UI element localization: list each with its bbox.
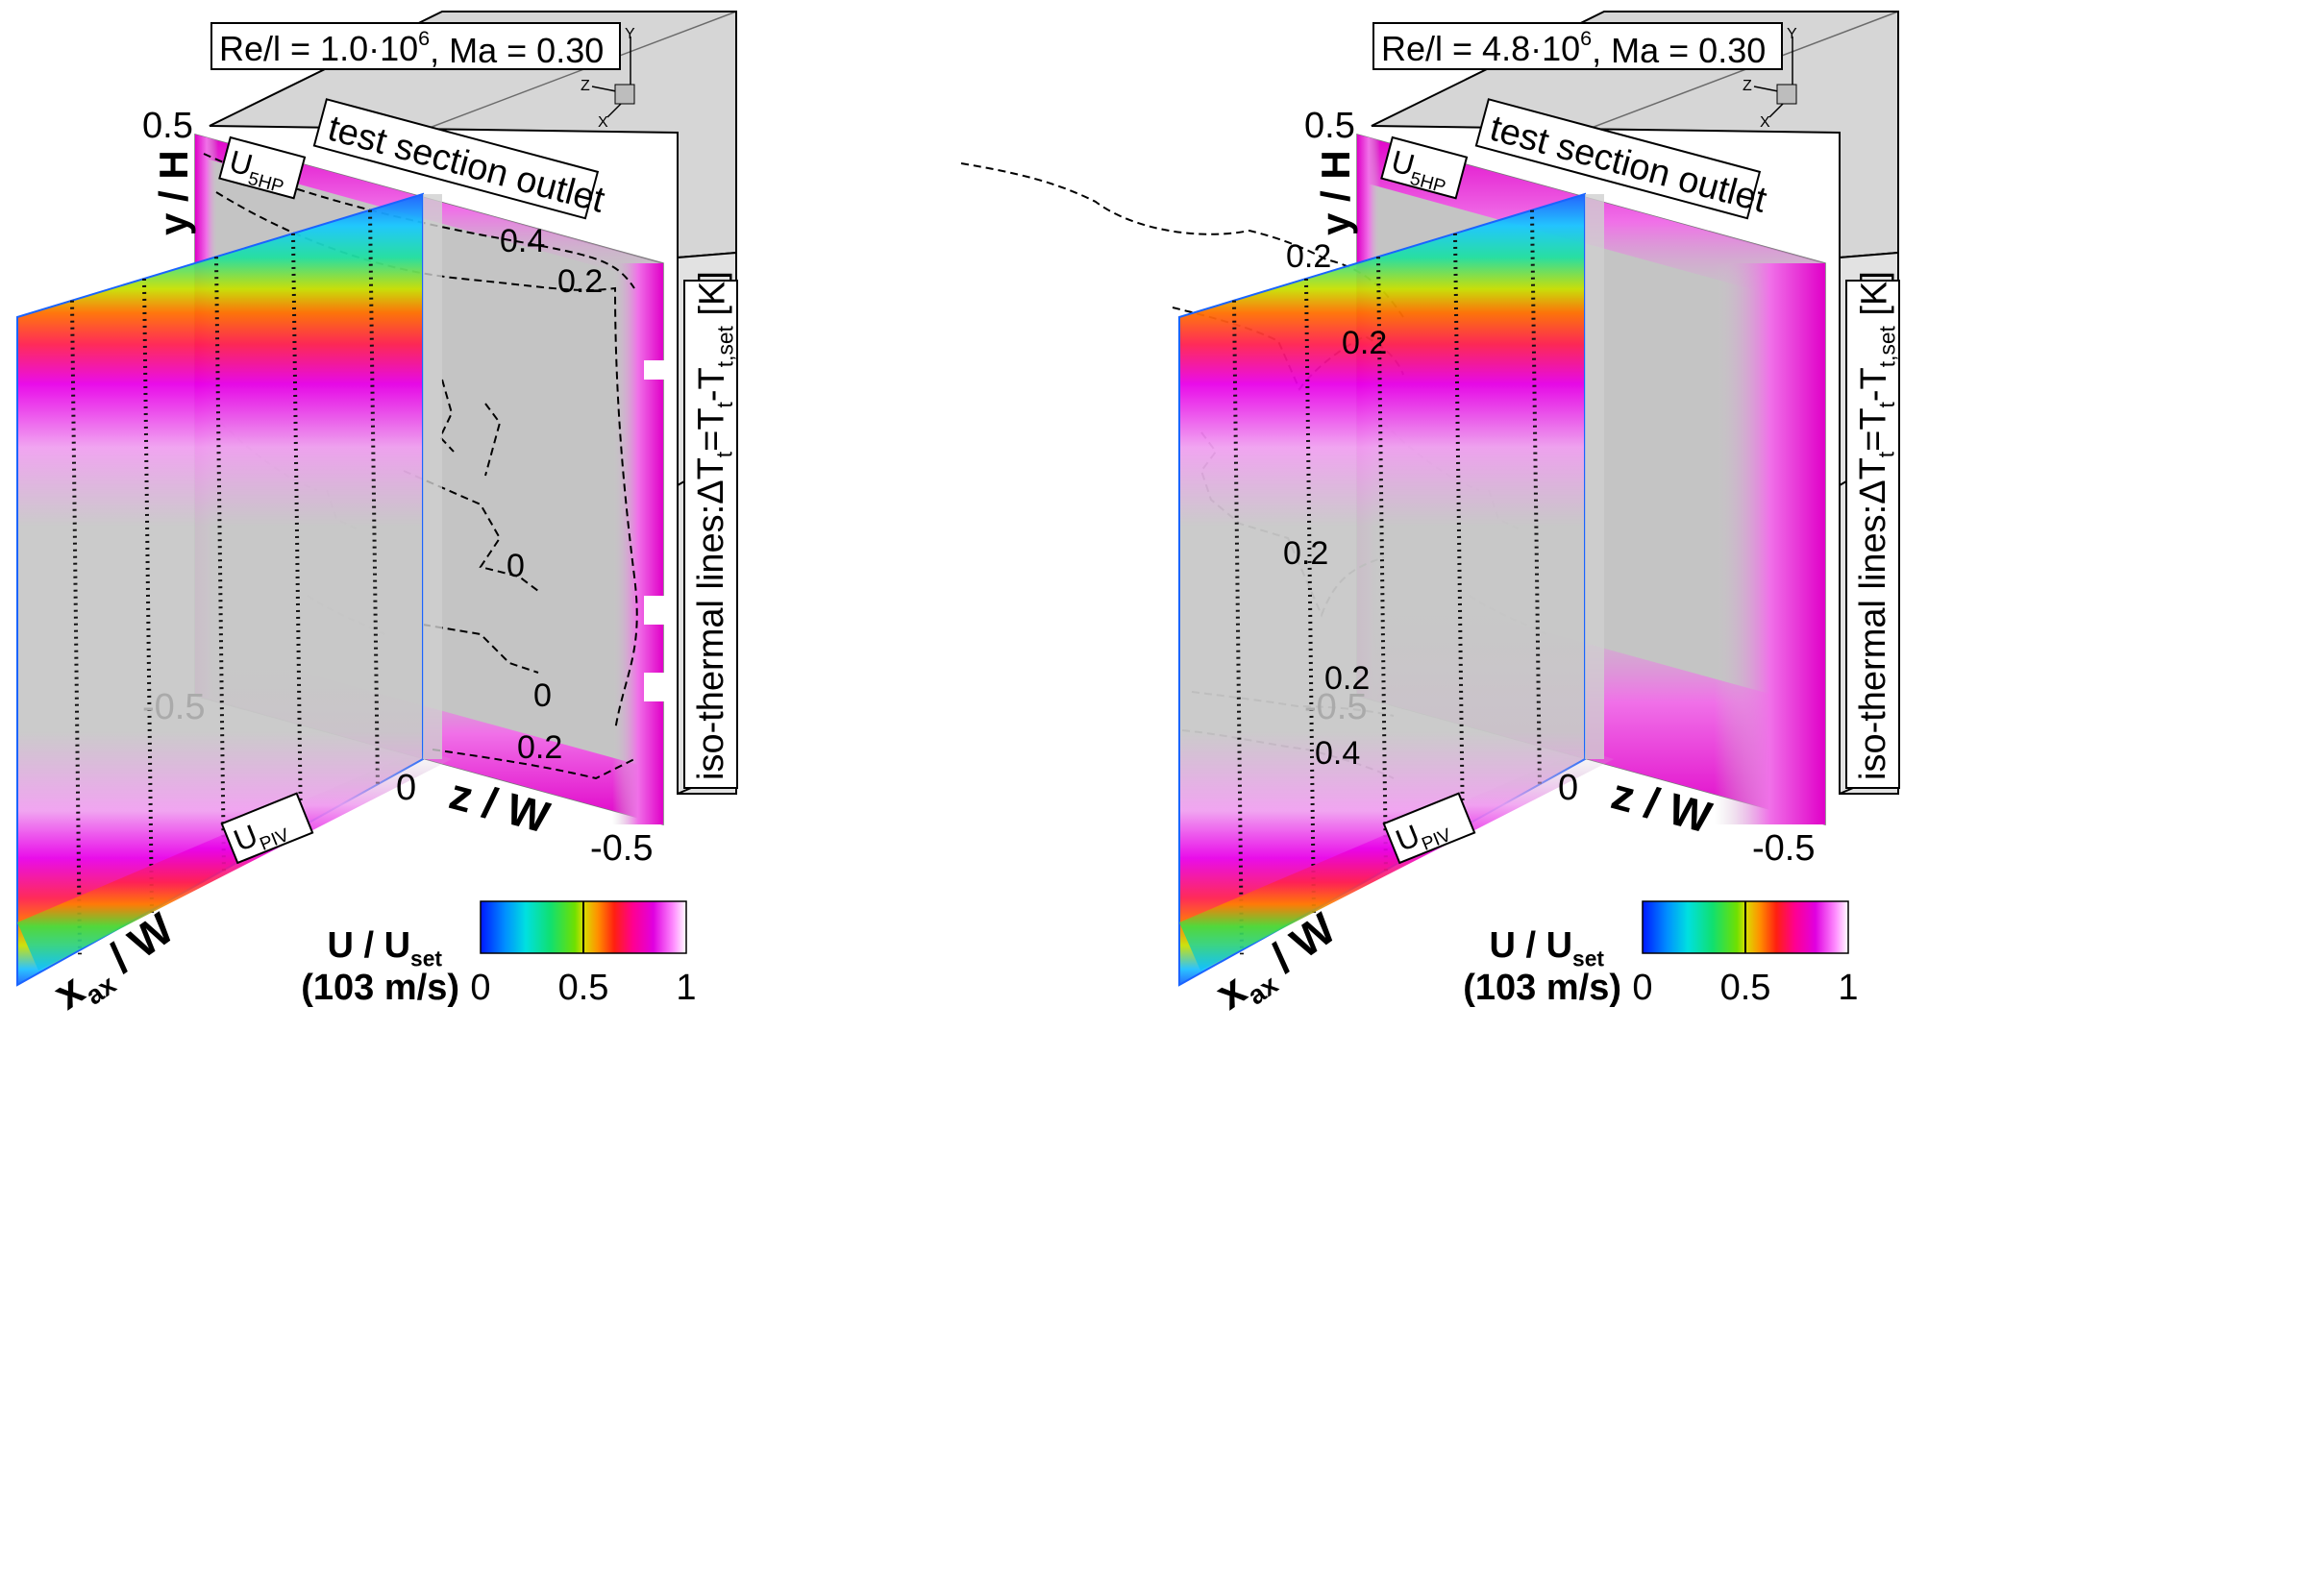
y-tick-bottom: -0.5 [1304,687,1367,727]
isotherm-label: 0.2 [1342,325,1387,361]
side-label-box [1845,280,1900,789]
isotherm-label: 0.4 [500,223,545,259]
isotherm-label: 0.2 [1283,535,1328,572]
isotherm-label: 0 [507,548,525,584]
u5hp-gap [644,360,673,380]
orient-cube [614,84,635,105]
orient-y-label: Y [625,26,635,42]
u5hp-box [1380,135,1469,200]
u5hp-box [218,135,307,200]
u5hp-gap [644,596,673,625]
piv-stripe [1453,233,1465,832]
orient-x-label: X [1760,114,1770,131]
orient-y-label: Y [1787,26,1797,42]
colorbar-unit: (103 m/s) [301,968,459,1008]
y-axis-label: y / H [151,150,196,235]
isotherm-line [422,624,539,674]
isotherm-line [960,162,1404,318]
z-tick-zero: 0 [396,768,416,808]
y-tick-bottom: -0.5 [142,687,205,727]
outlet-box [1474,98,1762,220]
side-label-text: iso-thermal lines:ΔTt=Tt-Tt,set [K] [691,271,738,780]
isotherm-line [403,470,539,592]
isotherm-label: 0.2 [517,729,562,766]
isotherm-line [432,749,635,780]
z-tick-zero: 0 [1558,768,1578,808]
isotherm-label: 0.2 [557,263,603,300]
upiv-plane [1179,194,1585,985]
u5hp-edge-right [1714,263,1825,824]
orient-cube [1776,84,1797,105]
upiv-slab [1585,194,1604,759]
piv-stripe [1304,278,1316,915]
u5hp-label: U5HP [218,135,307,200]
u5hp-edge-right [612,263,663,824]
upiv-band [17,750,452,971]
side-label-box [683,280,738,789]
isotherm-label: 0.4 [1315,735,1360,772]
title-box [210,22,621,70]
u5hp-gap [644,673,673,701]
outlet-box [312,98,600,220]
upiv-label: UPIV [220,792,314,865]
colorbar-label: U / Uset [1489,925,1604,971]
u5hp-text: U5HP [224,143,290,197]
title-box [1372,22,1783,70]
orient-z-label: Z [1743,78,1752,94]
y-axis-label: y / H [1313,150,1358,235]
y-tick-top: 0.5 [1304,106,1355,146]
orient-z-label: Z [581,78,590,94]
piv-stripe [142,278,154,915]
z-tick-end: -0.5 [590,828,653,869]
colorbar-label: U / Uset [327,925,442,971]
isotherm-label: 0.2 [1324,660,1370,697]
isotherm-label: 0 [533,677,552,714]
upiv-box [1382,792,1476,865]
piv-stripe [291,233,303,832]
upiv-box [220,792,314,865]
orient-x-label: X [598,114,608,131]
chart-title: Re/l = 1.0·106, Ma = 0.30 [219,26,604,70]
colorbar-tick: 1 [676,968,696,1008]
chart-title: Re/l = 4.8·106, Ma = 0.30 [1381,26,1766,70]
colorbar-tick: 0 [1632,968,1652,1008]
colorbar-tick: 1 [1838,968,1858,1008]
upiv-plane [17,194,423,985]
isotherm-label: 0.2 [1286,238,1331,275]
u5hp-label: U5HP [1380,135,1469,200]
y-tick-top: 0.5 [142,106,193,146]
piv-stripe [1232,300,1244,955]
side-label-text: iso-thermal lines:ΔTt=Tt-Tt,set [K] [1853,271,1900,780]
colorbar-tick: 0.5 [1720,968,1771,1008]
piv-stripe [70,300,82,955]
colorbar-tick: 0 [470,968,490,1008]
upiv-slab [423,194,442,759]
upiv-band [1179,750,1614,971]
isotherm-line [438,379,502,477]
colorbar-tick: 0.5 [558,968,609,1008]
colorbar-unit: (103 m/s) [1463,968,1621,1008]
z-tick-end: -0.5 [1752,828,1815,869]
